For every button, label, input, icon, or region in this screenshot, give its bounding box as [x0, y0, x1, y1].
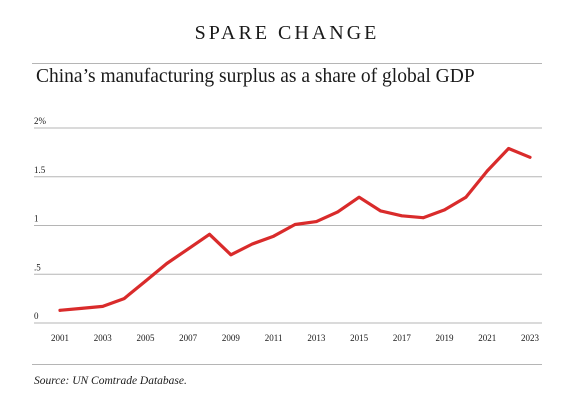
data-point: [79, 306, 83, 310]
data-point: [229, 253, 233, 257]
y-tick-label: 2%: [34, 116, 47, 126]
section-kicker: SPARE CHANGE: [194, 22, 380, 44]
x-tick-label: 2005: [136, 333, 155, 343]
data-point: [485, 169, 489, 173]
source-note: Source: UN Comtrade Database.: [34, 375, 187, 387]
data-point: [528, 155, 532, 159]
y-tick-label: 0: [34, 311, 39, 321]
data-point: [101, 305, 105, 308]
bottom-divider: [32, 364, 542, 365]
data-point: [208, 232, 211, 236]
y-tick-label: 1.5: [34, 165, 46, 175]
series-layer: [58, 146, 532, 312]
data-point: [421, 216, 425, 220]
x-tick-label: 2015: [350, 333, 369, 343]
data-point: [379, 209, 382, 213]
data-point: [336, 210, 340, 214]
data-point: [122, 297, 126, 301]
data-point: [357, 195, 361, 199]
x-tick-label: 2001: [51, 333, 69, 343]
data-point: [186, 247, 190, 251]
data-point: [400, 214, 404, 218]
x-tick-label: 2019: [436, 333, 455, 343]
data-point: [144, 279, 147, 283]
y-tick-label: 1: [34, 214, 39, 224]
y-axis-ticks: 0 .5 1 1.5 2%: [34, 116, 47, 321]
x-tick-label: 2011: [265, 333, 283, 343]
y-tick-label: .5: [34, 262, 41, 272]
data-point: [58, 308, 62, 312]
data-point: [443, 208, 446, 212]
x-tick-label: 2007: [179, 333, 198, 343]
top-divider: [32, 63, 542, 64]
x-tick-label: 2017: [393, 333, 412, 343]
x-tick-label: 2021: [478, 333, 496, 343]
x-tick-label: 2009: [222, 333, 241, 343]
data-point: [464, 195, 468, 199]
data-point: [250, 242, 254, 246]
data-point: [272, 234, 276, 238]
chart-title: China’s manufacturing surplus as a share…: [36, 66, 475, 87]
data-point: [165, 262, 169, 265]
x-tick-label: 2023: [521, 333, 540, 343]
series-line: [58, 146, 532, 312]
x-axis-ticks: 2001 2003 2005 2007 2009 2011 2013 2015 2017 2019…: [51, 333, 540, 343]
data-point: [293, 223, 297, 226]
data-point: [507, 147, 511, 150]
data-point: [314, 220, 318, 224]
x-tick-label: 2003: [94, 333, 113, 343]
gridlines: [34, 127, 542, 324]
x-tick-label: 2013: [307, 333, 326, 343]
